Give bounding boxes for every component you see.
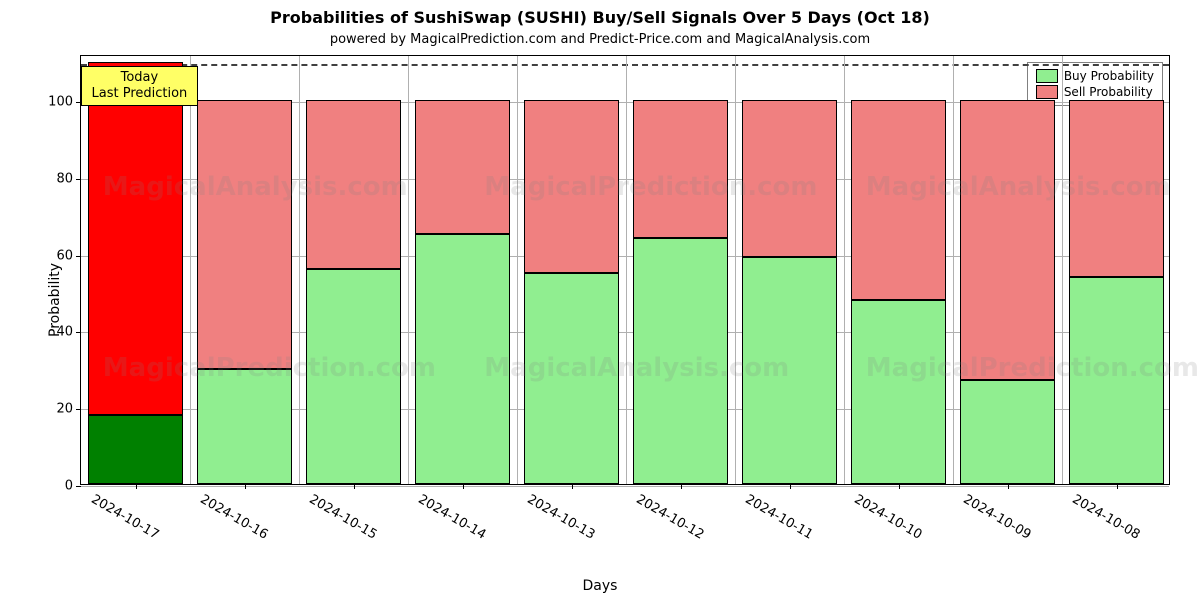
xtick-label: 2024-10-11 xyxy=(742,492,815,543)
bar-buy xyxy=(524,273,620,484)
bar-sell xyxy=(851,100,947,300)
xtick-label: 2024-10-10 xyxy=(851,492,924,543)
gridline-v xyxy=(844,56,845,484)
xtick-label: 2024-10-08 xyxy=(1069,492,1142,543)
ytick-label: 100 xyxy=(33,95,73,110)
gridline-v xyxy=(626,56,627,484)
xtick-label: 2024-10-16 xyxy=(197,492,270,543)
xtick-mark xyxy=(463,484,464,489)
xtick-label: 2024-10-12 xyxy=(633,492,706,543)
bar-sell xyxy=(197,100,293,369)
xtick-mark xyxy=(790,484,791,489)
legend-item-buy: Buy Probability xyxy=(1036,69,1154,83)
bar-sell xyxy=(415,100,511,234)
ytick-label: 40 xyxy=(33,325,73,340)
bar-buy xyxy=(851,300,947,484)
xtick-label: 2024-10-17 xyxy=(88,492,161,543)
legend-label-buy: Buy Probability xyxy=(1064,69,1154,83)
ytick-mark xyxy=(76,179,81,180)
chart-subtitle: powered by MagicalPrediction.com and Pre… xyxy=(0,32,1200,47)
xtick-mark xyxy=(136,484,137,489)
bar-sell xyxy=(742,100,838,257)
gridline-v xyxy=(190,56,191,484)
bar-buy xyxy=(88,415,184,484)
ytick-mark xyxy=(76,409,81,410)
xtick-mark xyxy=(354,484,355,489)
reference-dashed-line xyxy=(81,64,1169,66)
bar-buy xyxy=(960,380,1056,484)
legend-swatch-sell xyxy=(1036,85,1058,99)
chart-container: Probabilities of SushiSwap (SUSHI) Buy/S… xyxy=(0,0,1200,600)
bar-sell xyxy=(1069,100,1165,277)
bar-buy xyxy=(1069,277,1165,484)
gridline-v xyxy=(408,56,409,484)
bar-buy xyxy=(415,234,511,484)
bar-buy xyxy=(197,369,293,484)
legend-label-sell: Sell Probability xyxy=(1064,85,1153,99)
bar-buy xyxy=(742,257,838,484)
bar-sell xyxy=(524,100,620,273)
ytick-mark xyxy=(76,486,81,487)
bar-sell xyxy=(633,100,729,238)
bar-buy xyxy=(633,238,729,484)
ytick-mark xyxy=(76,332,81,333)
ytick-mark xyxy=(76,256,81,257)
bar-sell xyxy=(960,100,1056,380)
today-annotation-line1: Today xyxy=(92,70,188,86)
x-axis-label: Days xyxy=(583,578,618,594)
ytick-label: 80 xyxy=(33,171,73,186)
xtick-mark xyxy=(681,484,682,489)
xtick-label: 2024-10-14 xyxy=(415,492,488,543)
xtick-mark xyxy=(899,484,900,489)
bar-sell xyxy=(306,100,402,269)
gridline-v xyxy=(953,56,954,484)
xtick-label: 2024-10-15 xyxy=(306,492,379,543)
ytick-label: 20 xyxy=(33,402,73,417)
xtick-label: 2024-10-13 xyxy=(524,492,597,543)
bar-buy xyxy=(306,269,402,484)
today-annotation: TodayLast Prediction xyxy=(81,66,199,107)
xtick-mark xyxy=(245,484,246,489)
xtick-mark xyxy=(1008,484,1009,489)
gridline-v xyxy=(735,56,736,484)
ytick-label: 0 xyxy=(33,479,73,494)
legend-swatch-buy xyxy=(1036,69,1058,83)
gridline-v xyxy=(299,56,300,484)
gridline-v xyxy=(517,56,518,484)
bar-sell xyxy=(88,62,184,415)
xtick-mark xyxy=(1117,484,1118,489)
xtick-label: 2024-10-09 xyxy=(960,492,1033,543)
gridline-v xyxy=(1062,56,1063,484)
ytick-label: 60 xyxy=(33,248,73,263)
plot-area: Buy Probability Sell Probability 0204060… xyxy=(80,55,1170,485)
chart-title: Probabilities of SushiSwap (SUSHI) Buy/S… xyxy=(0,8,1200,27)
today-annotation-line2: Last Prediction xyxy=(92,86,188,102)
xtick-mark xyxy=(572,484,573,489)
legend-item-sell: Sell Probability xyxy=(1036,85,1154,99)
